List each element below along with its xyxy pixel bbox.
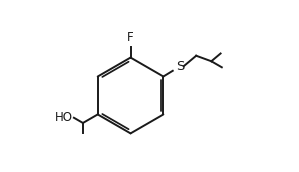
Text: F: F xyxy=(127,31,134,44)
Text: HO: HO xyxy=(55,111,73,124)
Text: S: S xyxy=(176,60,184,73)
